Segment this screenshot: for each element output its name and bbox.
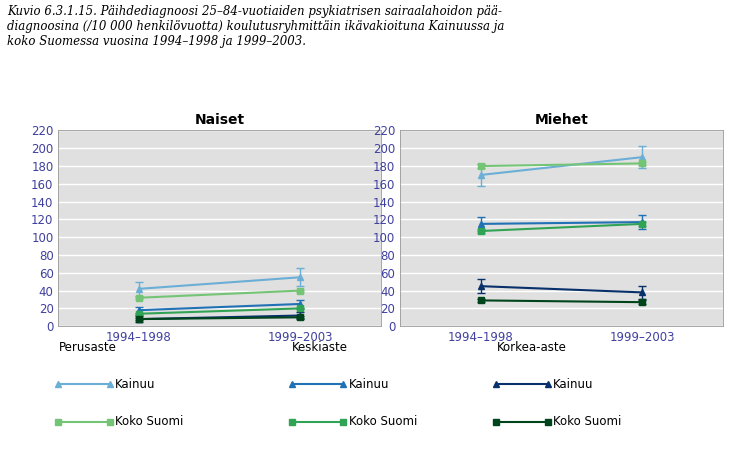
Text: Koko Suomi: Koko Suomi: [349, 415, 418, 428]
Text: Korkea-aste: Korkea-aste: [496, 341, 566, 354]
Text: Kuvio 6.3.1.15. Päihdediagnoosi 25–84-vuotiaiden psykiatrisen sairaalahoidon pää: Kuvio 6.3.1.15. Päihdediagnoosi 25–84-vu…: [7, 5, 504, 48]
Text: Kainuu: Kainuu: [349, 378, 389, 391]
Text: Keskiaste: Keskiaste: [292, 341, 348, 354]
Title: Naiset: Naiset: [195, 112, 245, 127]
Text: Kainuu: Kainuu: [553, 378, 593, 391]
Text: Koko Suomi: Koko Suomi: [553, 415, 622, 428]
Text: Perusaste: Perusaste: [58, 341, 116, 354]
Text: Kainuu: Kainuu: [115, 378, 155, 391]
Text: Koko Suomi: Koko Suomi: [115, 415, 184, 428]
Title: Miehet: Miehet: [534, 112, 588, 127]
